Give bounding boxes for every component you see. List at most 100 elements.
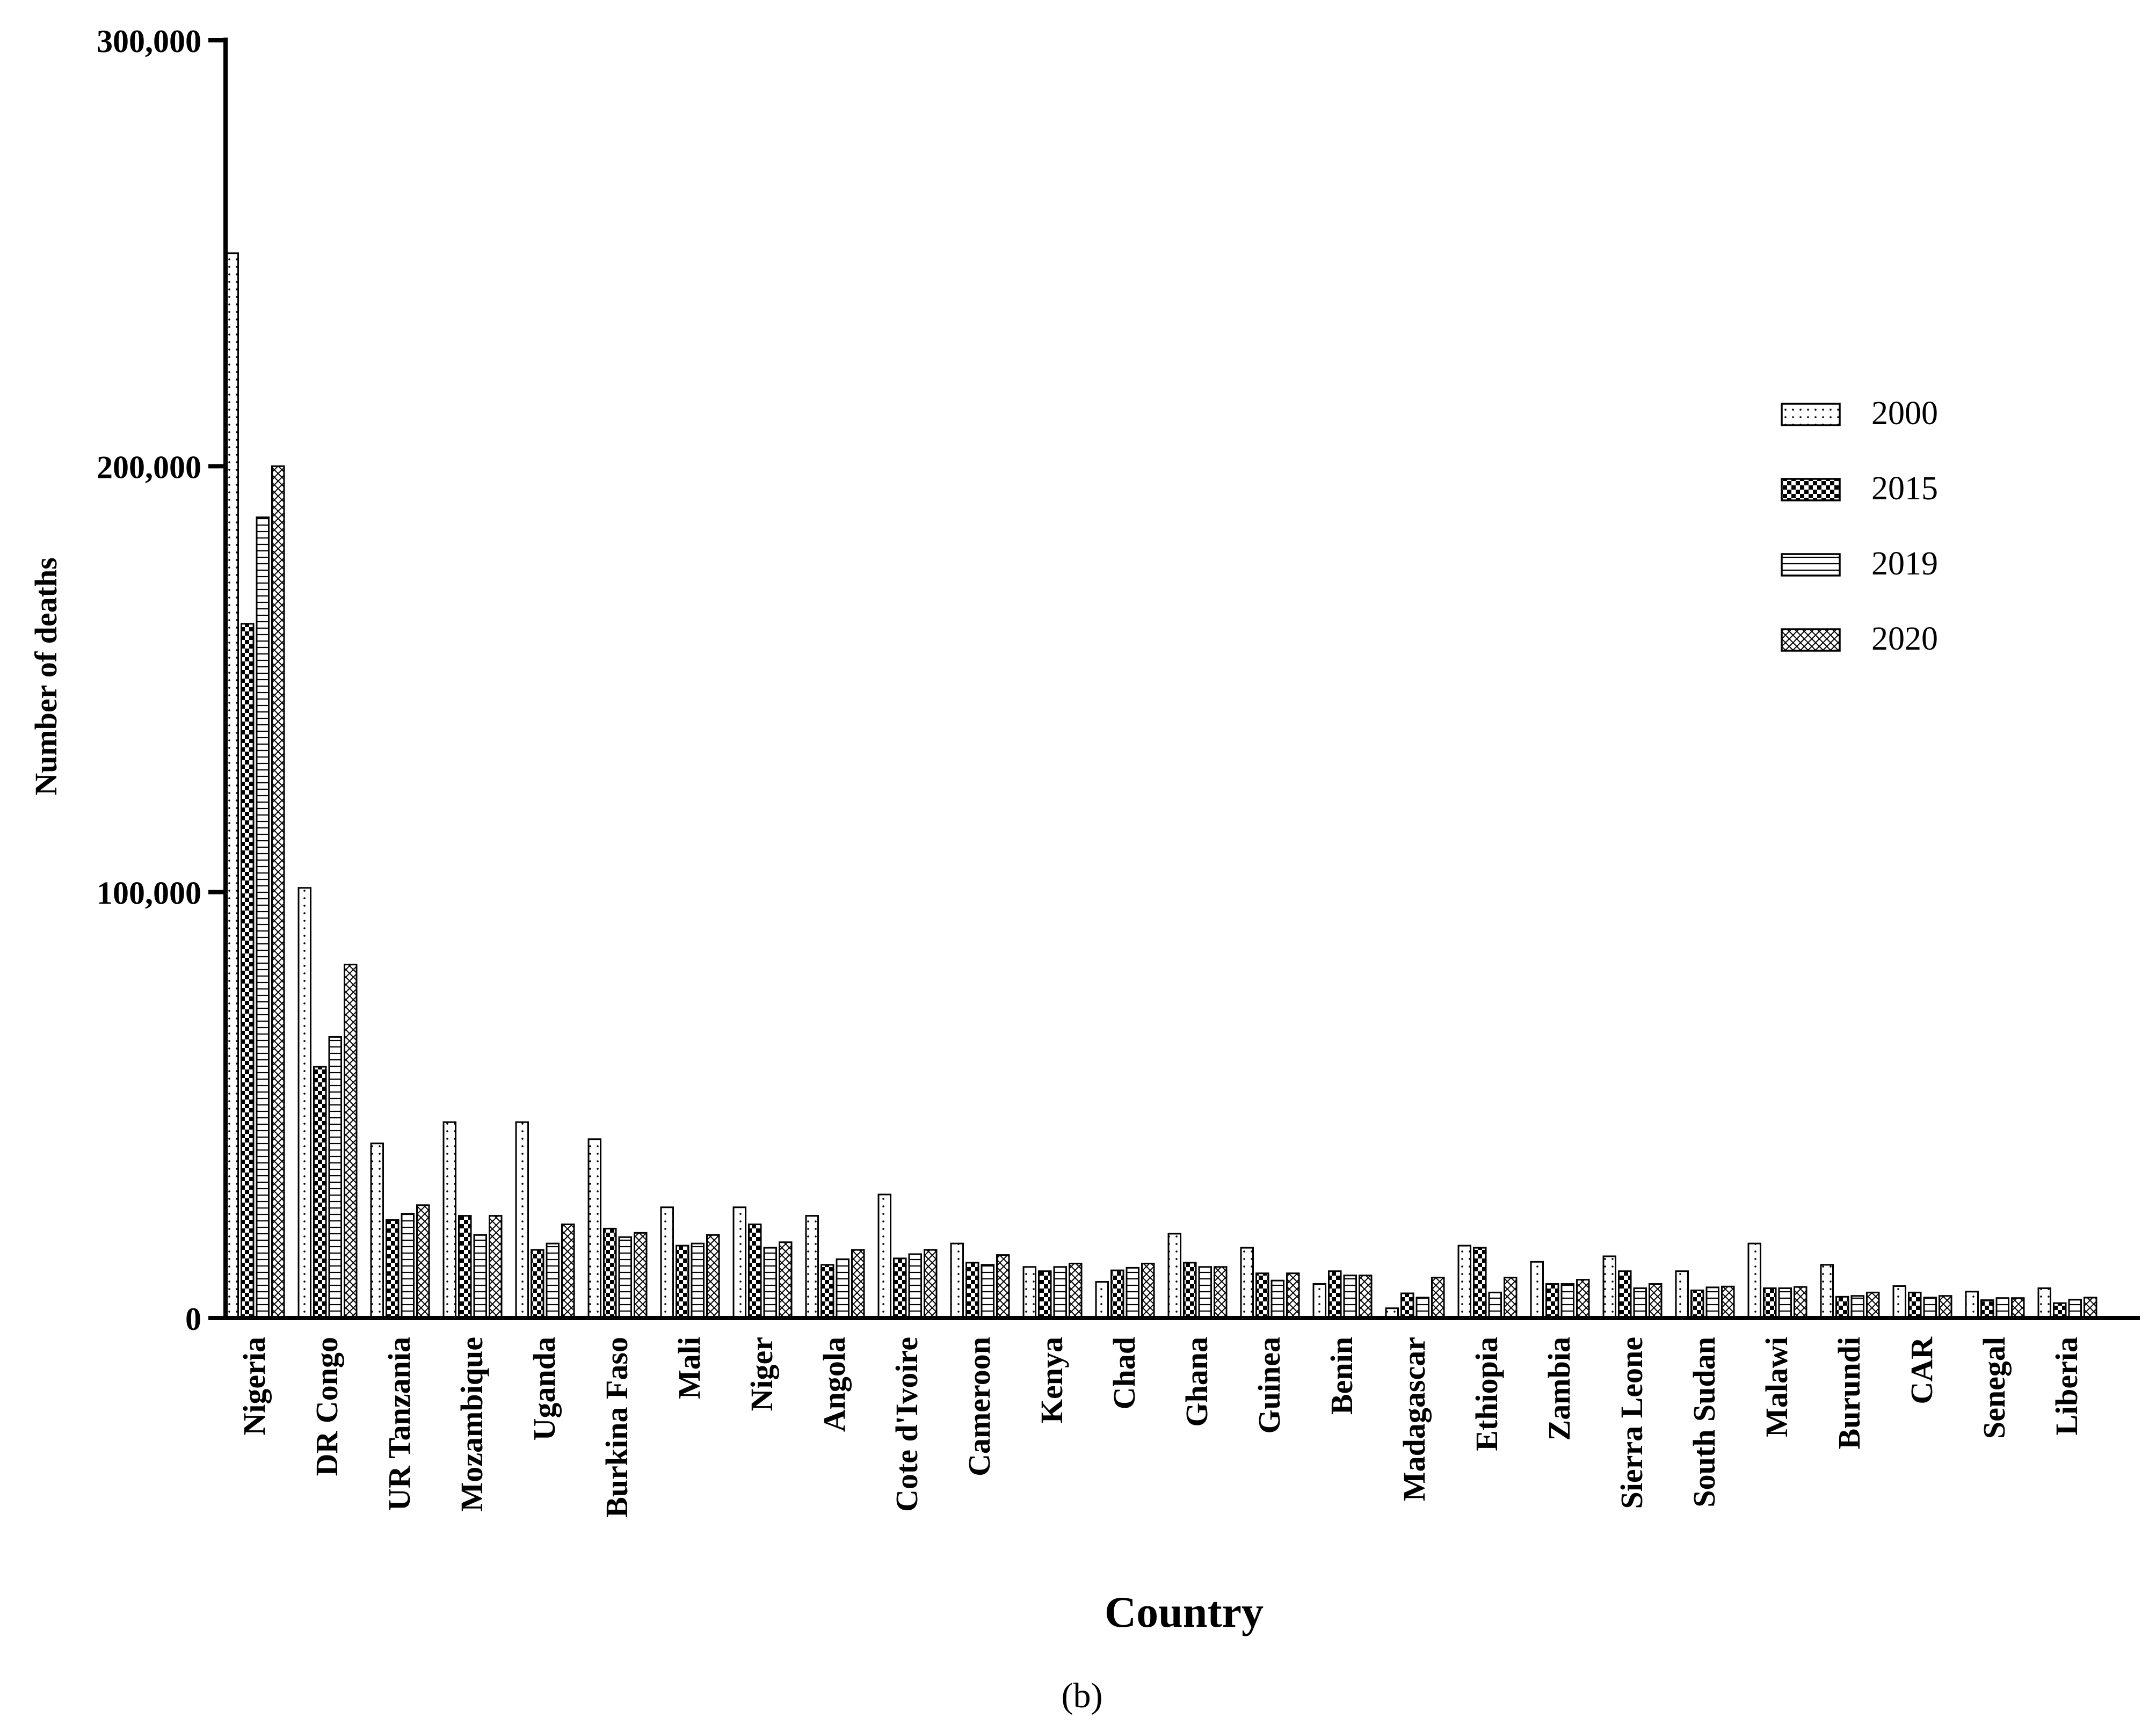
bar-nigeria-2015 <box>241 623 255 1319</box>
legend: 2000 2015 2019 2020 <box>1781 395 1938 657</box>
bar-burkina-faso-2019 <box>618 1236 632 1319</box>
bar-nigeria-2020 <box>271 465 285 1319</box>
x-tick-label-mozambique: Mozambique <box>454 1337 489 1511</box>
bar-angola-2000 <box>805 1215 819 1319</box>
bar-liberia-2000 <box>2037 1287 2051 1319</box>
bar-guinea-2000 <box>1240 1247 1254 1319</box>
legend-swatch-2019 <box>1781 553 1841 577</box>
x-tick-label-nigeria: Nigeria <box>237 1337 272 1436</box>
bar-ur-tanzania-2020 <box>416 1204 430 1319</box>
x-tick-label-liberia: Liberia <box>2049 1337 2084 1436</box>
x-tick-label-ethiopia: Ethiopia <box>1469 1337 1504 1451</box>
bar-sierra-leone-2020 <box>1649 1283 1663 1319</box>
x-tick-label-south-sudan: South Sudan <box>1687 1337 1722 1508</box>
x-axis-label: Country <box>1105 1588 1264 1636</box>
bar-uganda-2015 <box>531 1249 545 1319</box>
bar-cameroon-2019 <box>981 1264 994 1319</box>
bar-car-2000 <box>1892 1285 1906 1319</box>
y-tick-label: 200,000 <box>97 449 201 485</box>
x-tick-label-benin: Benin <box>1324 1337 1359 1415</box>
bar-uganda-2020 <box>561 1223 575 1319</box>
x-tick-label-burundi: Burundi <box>1832 1337 1867 1450</box>
x-tick-label-mali: Mali <box>672 1337 707 1399</box>
x-tick-label-angola: Angola <box>817 1337 852 1432</box>
bar-mali-2000 <box>660 1206 674 1319</box>
x-tick-label-uganda: Uganda <box>527 1337 562 1440</box>
bar-mozambique-2019 <box>473 1234 487 1319</box>
bar-liberia-2015 <box>2053 1302 2067 1319</box>
x-tick-label-sierra-leone: Sierra Leone <box>1614 1337 1649 1509</box>
bar-cameroon-2000 <box>950 1242 964 1319</box>
y-axis-label: Number of deaths <box>28 557 63 796</box>
bar-burundi-2020 <box>1866 1291 1880 1319</box>
bar-dr-congo-2015 <box>313 1066 327 1319</box>
bar-angola-2019 <box>836 1258 850 1319</box>
bar-zambia-2000 <box>1530 1261 1544 1319</box>
bar-ethiopia-2000 <box>1457 1244 1471 1319</box>
bar-south-sudan-2020 <box>1721 1285 1735 1319</box>
bar-madagascar-2020 <box>1431 1277 1445 1319</box>
bar-benin-2020 <box>1359 1275 1373 1319</box>
bar-burundi-2019 <box>1850 1295 1864 1319</box>
bar-ghana-2015 <box>1183 1262 1197 1319</box>
bar-ethiopia-2019 <box>1488 1291 1502 1319</box>
bar-benin-2019 <box>1343 1275 1357 1319</box>
bar-guinea-2015 <box>1255 1272 1269 1319</box>
bar-cote-d-ivoire-2019 <box>908 1253 922 1319</box>
bar-dr-congo-2000 <box>297 887 311 1319</box>
bar-burkina-faso-2015 <box>603 1227 617 1319</box>
x-tick-label-cote-d-ivoire: Cote d'Ivoire <box>889 1337 924 1512</box>
bar-niger-2015 <box>748 1223 762 1319</box>
bar-zambia-2015 <box>1545 1283 1559 1319</box>
x-tick-label-car: CAR <box>1904 1336 1939 1404</box>
bar-sierra-leone-2015 <box>1618 1270 1632 1319</box>
y-tick-label: 300,000 <box>97 24 201 59</box>
bar-cameroon-2015 <box>966 1262 979 1319</box>
legend-swatch-2020 <box>1781 628 1841 652</box>
bar-chad-2000 <box>1095 1281 1109 1319</box>
bar-liberia-2019 <box>2068 1299 2082 1319</box>
x-axis-tick-labels: Nigeria DR Congo UR Tanzania Mozambique Ugan… <box>237 1336 2084 1518</box>
bar-guinea-2020 <box>1286 1272 1300 1319</box>
bar-chad-2019 <box>1126 1267 1139 1319</box>
bar-madagascar-2015 <box>1400 1292 1414 1319</box>
bar-angola-2020 <box>851 1249 865 1319</box>
figure-label: (b) <box>1062 1676 1103 1715</box>
x-tick-label-niger: Niger <box>744 1337 779 1411</box>
bar-mozambique-2000 <box>442 1121 456 1319</box>
bar-zambia-2019 <box>1560 1283 1574 1319</box>
legend-label-2015: 2015 <box>1871 470 1938 507</box>
bar-burundi-2015 <box>1835 1295 1849 1319</box>
bar-car-2019 <box>1923 1297 1937 1319</box>
bar-benin-2000 <box>1312 1283 1326 1319</box>
bar-dr-congo-2020 <box>344 964 358 1319</box>
bar-ur-tanzania-2015 <box>386 1219 400 1319</box>
x-tick-label-zambia: Zambia <box>1542 1337 1577 1440</box>
bar-malawi-2019 <box>1778 1287 1792 1319</box>
bar-guinea-2019 <box>1271 1279 1284 1319</box>
bar-niger-2000 <box>732 1206 746 1319</box>
bar-kenya-2019 <box>1053 1266 1067 1319</box>
x-tick-label-chad: Chad <box>1107 1337 1142 1409</box>
bar-cote-d-ivoire-2020 <box>924 1249 938 1319</box>
bar-south-sudan-2000 <box>1675 1270 1689 1319</box>
bar-malawi-2000 <box>1747 1242 1761 1319</box>
bar-ur-tanzania-2019 <box>401 1213 415 1319</box>
legend-label-2020: 2020 <box>1871 621 1938 657</box>
bar-mozambique-2015 <box>458 1215 472 1319</box>
bar-senegal-2000 <box>1965 1291 1979 1319</box>
legend-label-2000: 2000 <box>1871 395 1938 432</box>
x-tick-label-senegal: Senegal <box>1977 1337 2012 1439</box>
y-tick-label: 100,000 <box>97 876 201 911</box>
bar-car-2020 <box>1939 1295 1952 1319</box>
legend-swatch-2000 <box>1781 403 1841 426</box>
bar-zambia-2020 <box>1576 1279 1590 1319</box>
bar-south-sudan-2015 <box>1690 1289 1704 1319</box>
bar-niger-2019 <box>763 1247 777 1319</box>
x-tick-label-kenya: Kenya <box>1034 1337 1069 1423</box>
bar-madagascar-2019 <box>1415 1297 1429 1319</box>
bar-senegal-2020 <box>2011 1297 2025 1319</box>
bar-ghana-2019 <box>1198 1266 1212 1319</box>
bar-sierra-leone-2019 <box>1633 1287 1647 1319</box>
bar-malawi-2020 <box>1794 1286 1807 1319</box>
